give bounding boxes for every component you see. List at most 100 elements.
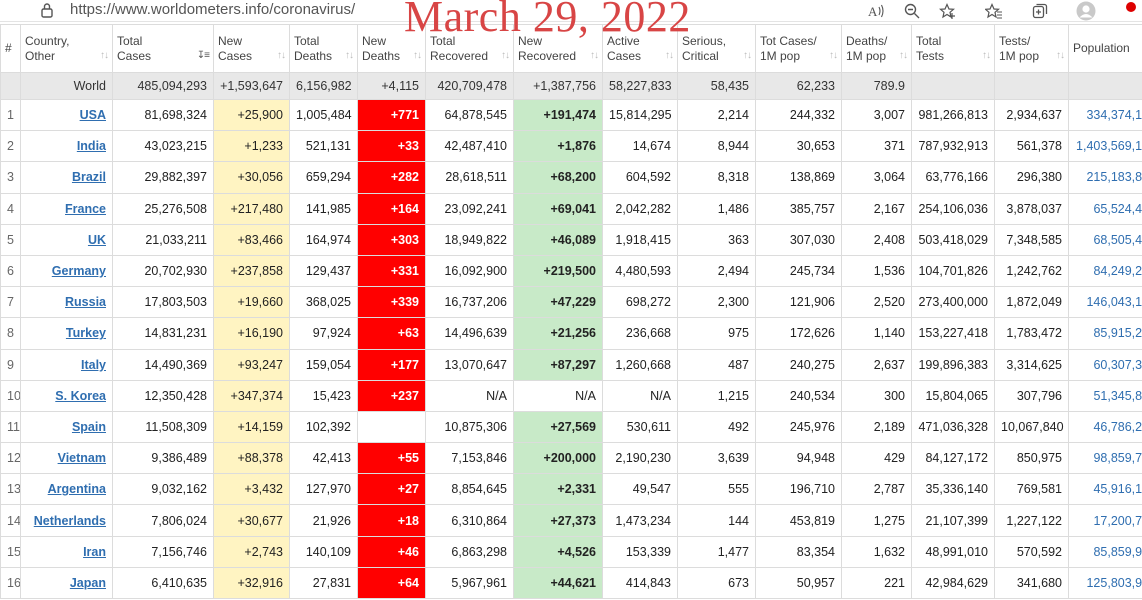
header-total-deaths[interactable]: Total Deaths ↑↓ bbox=[289, 24, 358, 73]
new-cases-cell: +14,159 bbox=[213, 410, 290, 444]
country-cell[interactable]: Russia bbox=[20, 286, 113, 319]
header-tests-per-1m[interactable]: Tests/1M pop ↑↓ bbox=[994, 24, 1069, 73]
serious-cell: 1,477 bbox=[677, 535, 756, 568]
deaths-per-1m-cell: 371 bbox=[841, 130, 912, 163]
sort-arrows-icon[interactable]: ↑↓ bbox=[501, 50, 510, 61]
header-cases-per-1m[interactable]: Tot Cases/1M pop ↑↓ bbox=[755, 24, 842, 73]
country-cell[interactable]: India bbox=[20, 130, 113, 163]
country-link[interactable]: UK bbox=[87, 232, 106, 247]
tests-per-1m-cell: 769,581 bbox=[994, 473, 1069, 506]
country-cell[interactable]: USA bbox=[20, 98, 113, 132]
country-link[interactable]: S. Korea bbox=[55, 388, 106, 403]
favorites-icon[interactable] bbox=[984, 1, 1004, 21]
country-link[interactable]: Italy bbox=[80, 357, 106, 372]
country-cell[interactable]: Japan bbox=[20, 566, 113, 600]
sort-arrows-icon[interactable]: ↑↓ bbox=[743, 50, 752, 61]
profile-avatar-icon[interactable] bbox=[1076, 1, 1096, 21]
country-link[interactable]: Russia bbox=[65, 295, 106, 310]
country-link[interactable]: India bbox=[76, 139, 106, 154]
country-cell[interactable]: Argentina bbox=[20, 473, 113, 506]
new-recovered-cell: +219,500 bbox=[513, 254, 603, 288]
header-label-line1: Tot Cases/ bbox=[760, 33, 817, 48]
country-link[interactable]: France bbox=[65, 201, 106, 216]
rank-cell bbox=[0, 72, 21, 100]
header-new-recovered[interactable]: New Recovered ↑↓ bbox=[513, 24, 603, 73]
active-cases-cell: 1,473,234 bbox=[602, 504, 678, 537]
cases-per-1m-cell: 245,734 bbox=[755, 254, 842, 288]
header-rank[interactable]: # bbox=[0, 24, 21, 73]
header-active-cases[interactable]: Active Cases ↑↓ bbox=[602, 24, 678, 73]
header-new-cases[interactable]: New Cases ↑↓ bbox=[213, 24, 290, 73]
tests-per-1m-cell: 1,242,762 bbox=[994, 254, 1069, 288]
header-total-cases[interactable]: Total Cases ↧≡ bbox=[112, 24, 214, 73]
tests-per-1m-cell: 296,380 bbox=[994, 161, 1069, 194]
country-link[interactable]: Germany bbox=[51, 264, 106, 279]
collections-icon[interactable] bbox=[1030, 1, 1050, 21]
reader-mode-icon[interactable]: A bbox=[866, 1, 886, 21]
sort-arrows-icon[interactable]: ↑↓ bbox=[665, 50, 674, 61]
country-cell[interactable]: Vietnam bbox=[20, 442, 113, 475]
header-new-deaths[interactable]: New Deaths ↑↓ bbox=[357, 24, 426, 73]
new-deaths-cell: +177 bbox=[357, 348, 426, 381]
deaths-per-1m-cell: 3,064 bbox=[841, 161, 912, 194]
total-recovered-cell: 23,092,241 bbox=[425, 192, 514, 225]
table-row: 8 Turkey 14,831,231 +16,190 97,924 +63 14,496,… bbox=[0, 317, 1142, 350]
country-cell[interactable]: Italy bbox=[20, 348, 113, 381]
deaths-per-1m-cell: 1,275 bbox=[841, 504, 912, 537]
header-serious-critical[interactable]: Serious, Critical ↑↓ bbox=[677, 24, 756, 73]
sort-arrows-icon[interactable]: ↑↓ bbox=[899, 50, 908, 61]
sort-arrows-icon[interactable]: ↑↓ bbox=[413, 50, 422, 61]
zoom-out-icon[interactable] bbox=[902, 1, 922, 21]
country-link[interactable]: Brazil bbox=[71, 170, 106, 185]
total-deaths-cell: 140,109 bbox=[289, 535, 358, 568]
country-link[interactable]: Japan bbox=[69, 575, 106, 590]
country-cell[interactable]: Germany bbox=[20, 254, 113, 288]
country-cell[interactable]: France bbox=[20, 192, 113, 225]
country-link[interactable]: Turkey bbox=[65, 326, 106, 341]
favorite-add-icon[interactable] bbox=[938, 1, 958, 21]
new-recovered-cell: +68,200 bbox=[513, 161, 603, 194]
lock-icon[interactable] bbox=[40, 2, 54, 18]
sort-arrows-icon[interactable]: ↑↓ bbox=[345, 50, 354, 61]
country-cell[interactable]: S. Korea bbox=[20, 379, 113, 412]
sort-arrows-icon[interactable]: ↑↓ bbox=[982, 50, 991, 61]
country-cell[interactable]: Netherlands bbox=[20, 504, 113, 537]
deaths-per-1m-cell: 3,007 bbox=[841, 98, 912, 132]
header-deaths-per-1m[interactable]: Deaths/1M pop ↑↓ bbox=[841, 24, 912, 73]
new-deaths-cell: +4,115 bbox=[357, 72, 426, 100]
population-cell: 65,524,402 bbox=[1068, 192, 1142, 225]
sort-arrows-icon[interactable]: ↑↓ bbox=[1056, 50, 1065, 61]
country-link[interactable]: Vietnam bbox=[57, 451, 106, 466]
sort-arrows-icon[interactable]: ↧≡ bbox=[196, 50, 210, 61]
header-total-tests[interactable]: Total Tests ↑↓ bbox=[911, 24, 995, 73]
new-deaths-cell: +282 bbox=[357, 161, 426, 194]
country-link[interactable]: Spain bbox=[71, 419, 106, 434]
notification-dot bbox=[1126, 2, 1136, 12]
cases-per-1m-cell: 244,332 bbox=[755, 98, 842, 132]
population-cell: 1,403,569,179 bbox=[1068, 130, 1142, 163]
sort-arrows-icon[interactable]: ↑↓ bbox=[100, 50, 109, 61]
country-cell[interactable]: Brazil bbox=[20, 161, 113, 194]
header-total-recovered[interactable]: Total Recovered ↑↓ bbox=[425, 24, 514, 73]
sort-arrows-icon[interactable]: ↑↓ bbox=[277, 50, 286, 61]
table-row: 12 Vietnam 9,386,489 +88,378 42,413 +55 7,153,… bbox=[0, 442, 1142, 475]
url-field[interactable]: https://www.worldometers.info/coronaviru… bbox=[70, 1, 356, 18]
total-cases-cell: 9,032,162 bbox=[112, 473, 214, 506]
rank-cell: 15 bbox=[0, 535, 21, 568]
sort-arrows-icon[interactable]: ↑↓ bbox=[590, 50, 599, 61]
country-link[interactable]: Netherlands bbox=[33, 513, 106, 528]
country-link[interactable]: USA bbox=[79, 108, 106, 123]
country-link[interactable]: Argentina bbox=[47, 482, 106, 497]
country-cell[interactable]: Spain bbox=[20, 410, 113, 444]
total-cases-cell: 7,806,024 bbox=[112, 504, 214, 537]
country-link[interactable]: Iran bbox=[83, 544, 106, 559]
country-cell[interactable]: Turkey bbox=[20, 317, 113, 350]
header-population[interactable]: Population↑↓ bbox=[1068, 24, 1142, 73]
sort-arrows-icon[interactable]: ↑↓ bbox=[829, 50, 838, 61]
country-cell[interactable]: UK bbox=[20, 223, 113, 256]
table-row: 3 Brazil 29,882,397 +30,056 659,294 +282 28,61… bbox=[0, 161, 1142, 194]
header-country[interactable]: Country, Other ↑↓ bbox=[20, 24, 113, 73]
total-deaths-cell: 97,924 bbox=[289, 317, 358, 350]
country-cell[interactable]: Iran bbox=[20, 535, 113, 568]
total-cases-cell: 11,508,309 bbox=[112, 410, 214, 444]
